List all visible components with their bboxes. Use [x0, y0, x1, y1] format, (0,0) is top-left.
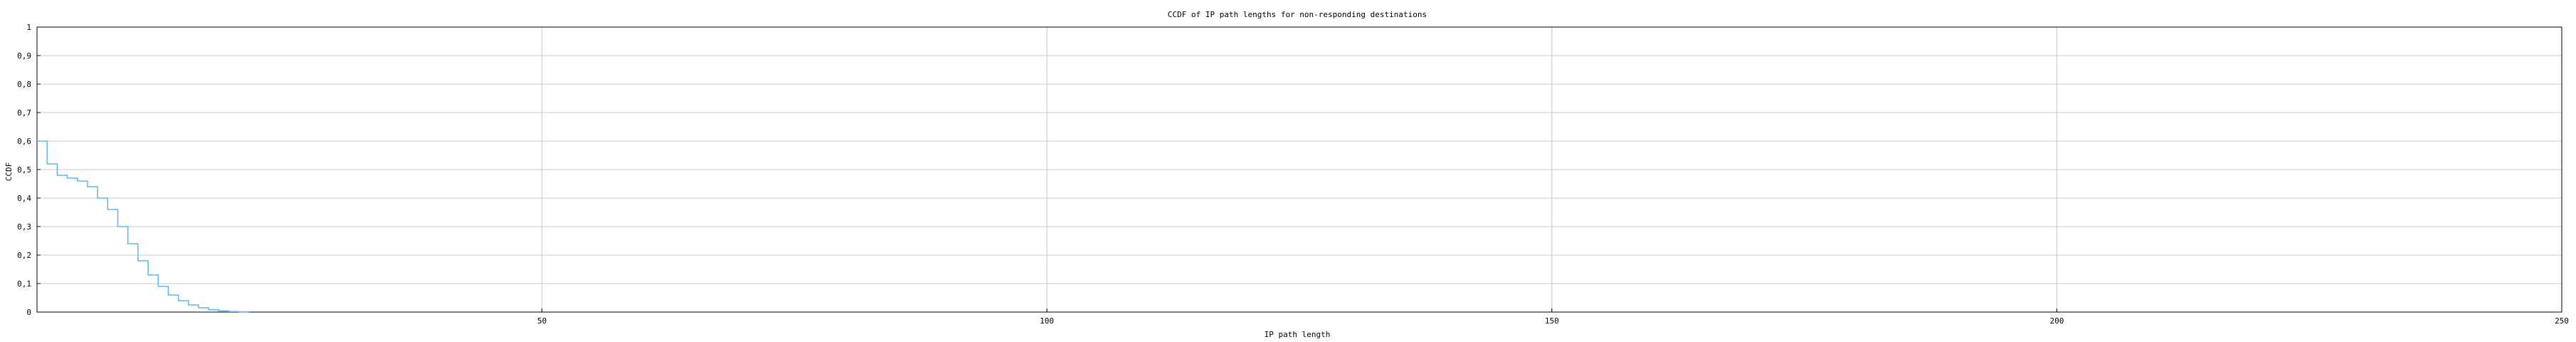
x-tick-label: 250: [2555, 316, 2569, 326]
y-tick-label: 1: [26, 23, 31, 32]
y-tick-label: 0,2: [17, 251, 31, 260]
x-tick-label: 50: [537, 316, 547, 326]
series: [37, 140, 250, 313]
y-axis-label: CCDF: [4, 162, 14, 182]
ccdf-series-line: [37, 140, 250, 313]
x-axis-label: IP path length: [1265, 330, 1331, 339]
x-tick-label: 100: [1040, 316, 1054, 326]
y-tick-label: 0,5: [17, 165, 31, 175]
chart-title: CCDF of IP path lengths for non-respondi…: [1168, 10, 1427, 19]
x-tick-label: 200: [2049, 316, 2064, 326]
x-tick-label: 150: [1545, 316, 1559, 326]
y-tick-label: 0,3: [17, 222, 31, 232]
y-tick-label: 0,7: [17, 108, 31, 118]
y-tick-label: 0,8: [17, 80, 31, 89]
y-tick-label: 0,1: [17, 279, 31, 289]
y-tick-label: 0,4: [17, 194, 31, 203]
y-tick-label: 0,9: [17, 51, 31, 61]
y-tick-label: 0: [26, 308, 31, 317]
plot-frame: [36, 26, 2562, 313]
y-tick-label: 0,6: [17, 137, 31, 146]
grid: [37, 27, 2562, 312]
